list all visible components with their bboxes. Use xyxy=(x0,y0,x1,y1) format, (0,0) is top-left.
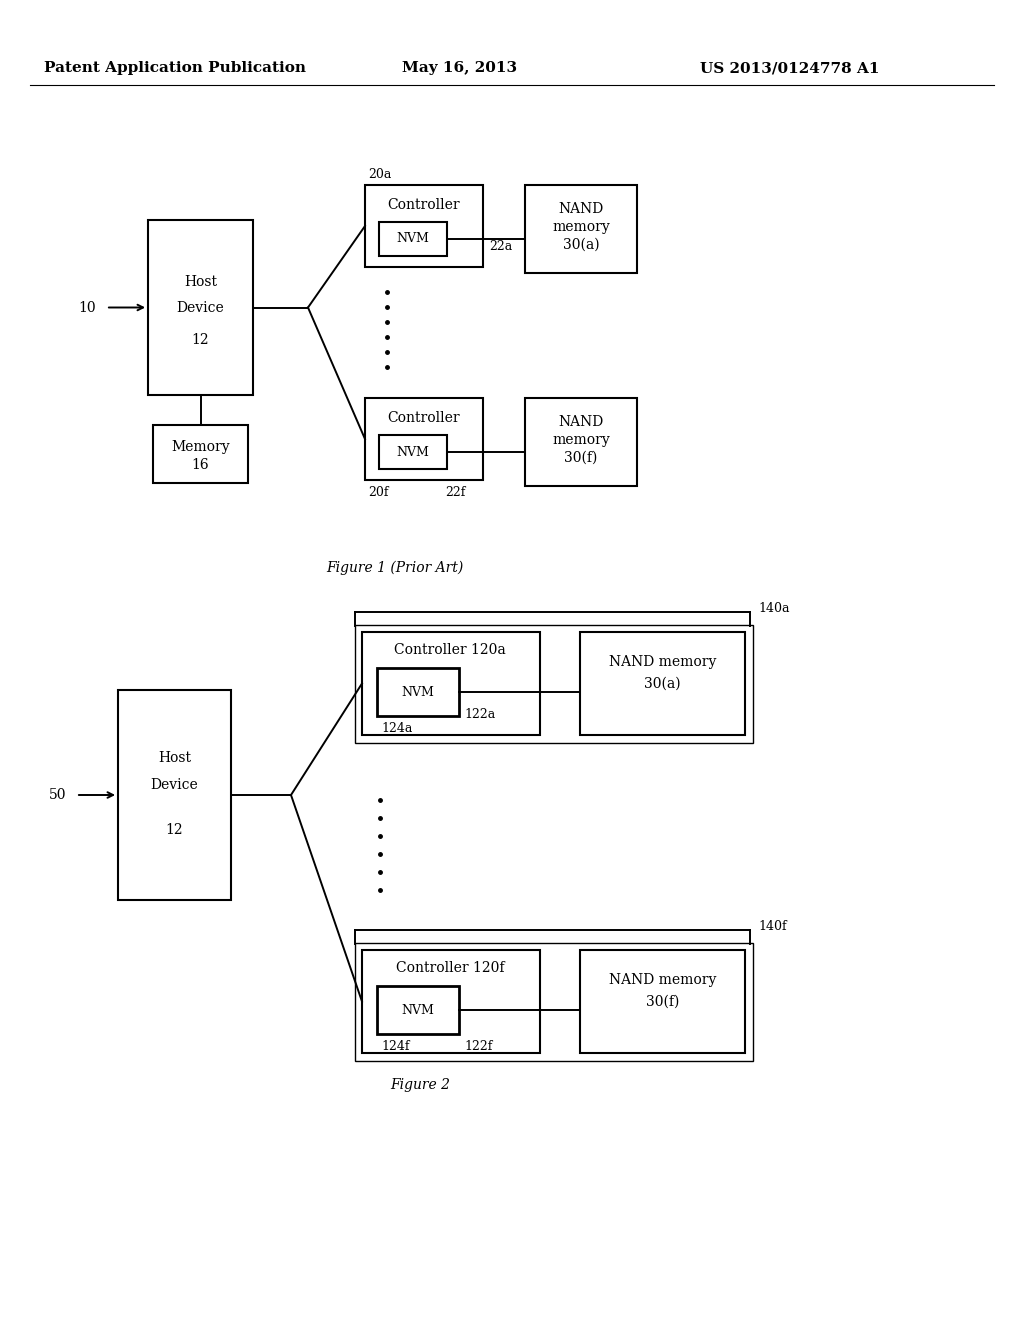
Text: 16: 16 xyxy=(191,458,209,473)
Text: 12: 12 xyxy=(166,822,183,837)
Text: NAND memory: NAND memory xyxy=(609,655,716,669)
Bar xyxy=(379,222,447,256)
Bar xyxy=(153,425,248,483)
Text: Controller 120f: Controller 120f xyxy=(395,961,504,975)
Bar xyxy=(362,632,540,735)
Text: Memory: Memory xyxy=(171,440,229,454)
Text: Controller: Controller xyxy=(388,198,461,213)
Text: 122a: 122a xyxy=(464,708,496,721)
Bar xyxy=(118,690,231,900)
Bar xyxy=(377,986,459,1034)
Text: 140f: 140f xyxy=(758,920,786,932)
Text: 30(a): 30(a) xyxy=(644,677,681,690)
Text: Device: Device xyxy=(151,777,199,792)
Text: Controller: Controller xyxy=(388,411,461,425)
Text: Figure 1 (Prior Art): Figure 1 (Prior Art) xyxy=(327,561,464,576)
Text: 124a: 124a xyxy=(381,722,413,734)
Bar xyxy=(525,399,637,486)
Text: NVM: NVM xyxy=(401,1003,434,1016)
Text: 30(f): 30(f) xyxy=(564,451,598,465)
Text: NVM: NVM xyxy=(396,446,429,458)
Text: 12: 12 xyxy=(191,333,209,347)
Text: Host: Host xyxy=(158,751,191,766)
Text: NVM: NVM xyxy=(396,232,429,246)
Text: 122f: 122f xyxy=(464,1040,493,1052)
Text: Device: Device xyxy=(176,301,224,315)
Bar xyxy=(580,632,745,735)
Bar xyxy=(148,220,253,395)
Text: memory: memory xyxy=(552,220,610,234)
Text: Patent Application Publication: Patent Application Publication xyxy=(44,61,306,75)
Text: 30(f): 30(f) xyxy=(646,995,679,1008)
Bar xyxy=(377,668,459,715)
Bar xyxy=(580,950,745,1053)
Text: 22f: 22f xyxy=(445,486,465,499)
Text: 20a: 20a xyxy=(368,169,391,181)
Bar xyxy=(362,950,540,1053)
Text: 20f: 20f xyxy=(368,486,388,499)
Text: Controller 120a: Controller 120a xyxy=(394,643,506,657)
Text: Host: Host xyxy=(184,275,217,289)
Text: 22a: 22a xyxy=(489,240,512,253)
Text: Figure 2: Figure 2 xyxy=(390,1078,450,1092)
Text: NVM: NVM xyxy=(401,685,434,698)
Text: 124f: 124f xyxy=(381,1040,410,1052)
Bar xyxy=(355,942,753,1061)
Bar xyxy=(365,185,483,267)
Text: NAND: NAND xyxy=(558,202,603,216)
Bar xyxy=(355,624,753,743)
Text: May 16, 2013: May 16, 2013 xyxy=(402,61,517,75)
Bar xyxy=(525,185,637,273)
Text: 30(a): 30(a) xyxy=(562,238,599,252)
Text: 50: 50 xyxy=(48,788,66,803)
Bar xyxy=(365,399,483,480)
Text: US 2013/0124778 A1: US 2013/0124778 A1 xyxy=(700,61,880,75)
Text: NAND memory: NAND memory xyxy=(609,973,716,987)
Bar xyxy=(379,436,447,469)
Text: 10: 10 xyxy=(79,301,96,314)
Text: NAND: NAND xyxy=(558,414,603,429)
Text: 140a: 140a xyxy=(758,602,790,615)
Text: memory: memory xyxy=(552,433,610,447)
